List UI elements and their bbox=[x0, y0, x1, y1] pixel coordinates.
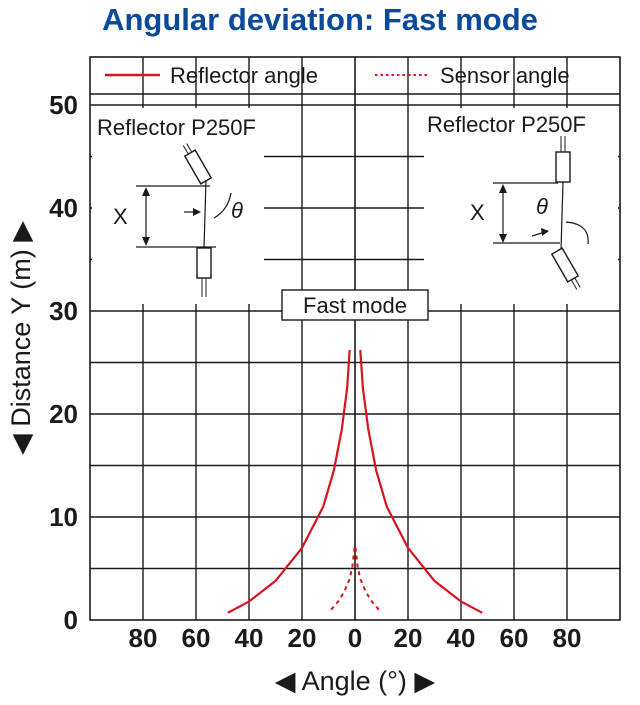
series-layer bbox=[227, 350, 483, 614]
inset-left-beam bbox=[203, 179, 207, 249]
x-axis-title: ◀ Angle (°) ▶ bbox=[275, 666, 436, 696]
x-tick-label-1: 60 bbox=[182, 623, 211, 653]
tick-labels: 80 60 40 20 0 20 40 60 80 0 10 20 30 40 50 bbox=[49, 90, 581, 653]
inset-left-dim-arrow-down bbox=[142, 237, 150, 246]
series-0-left-line bbox=[227, 350, 351, 614]
mode-label: Fast mode bbox=[303, 293, 407, 318]
y-tick-label-4: 40 bbox=[49, 193, 78, 223]
plot-frame bbox=[89, 56, 621, 621]
x-tick-label-6: 40 bbox=[447, 623, 476, 653]
inset-left-bg bbox=[92, 108, 264, 304]
inset-right-title: Reflector P250F bbox=[427, 112, 586, 137]
y-axis-title: ◀ Distance Y (m) ▶ bbox=[6, 221, 36, 455]
x-tick-label-5: 20 bbox=[394, 623, 423, 653]
inset-left-title: Reflector P250F bbox=[97, 115, 256, 140]
x-tick-label-7: 60 bbox=[500, 623, 529, 653]
mode-box bbox=[281, 289, 429, 321]
x-tick-label-2: 40 bbox=[235, 623, 264, 653]
legend: Reflector angle Sensor angle bbox=[105, 63, 570, 88]
x-tick-label-8: 80 bbox=[553, 623, 582, 653]
inset-right-dim-arrow-up bbox=[499, 184, 507, 193]
x-tick-label-4: 0 bbox=[348, 623, 362, 653]
legend-label-sensor: Sensor angle bbox=[440, 63, 570, 88]
series-1-left-line bbox=[330, 542, 356, 611]
chart-title: Angular deviation: Fast mode bbox=[102, 2, 538, 37]
y-tick-label-3: 30 bbox=[49, 296, 78, 326]
inset-right-dim-arrow-down bbox=[499, 234, 507, 243]
series-0-right-line bbox=[359, 350, 483, 614]
inset-left-theta: θ bbox=[231, 198, 243, 223]
inset-left: Reflector P250F X θ bbox=[92, 108, 264, 304]
series-1-right-line bbox=[354, 542, 380, 611]
inset-right-reflector bbox=[555, 151, 571, 183]
inset-left-angle-arrow bbox=[193, 208, 201, 216]
y-tick-label-0: 0 bbox=[64, 605, 78, 635]
inset-right-angle-arc bbox=[565, 221, 589, 245]
inset-left-dim-arrow-up bbox=[142, 187, 150, 196]
inset-right-beam bbox=[560, 181, 564, 251]
inset-right-sensor-bottom bbox=[550, 247, 581, 290]
inset-left-x-label: X bbox=[113, 204, 128, 229]
inset-right-angle-arrow bbox=[541, 228, 549, 236]
inset-right: Reflector P250F X θ bbox=[424, 108, 618, 304]
inset-right-theta: θ bbox=[536, 194, 548, 219]
inset-right-bg bbox=[424, 108, 618, 304]
inset-right-x-label: X bbox=[470, 200, 485, 225]
y-tick-label-1: 10 bbox=[49, 502, 78, 532]
inset-left-reflector bbox=[196, 247, 212, 279]
x-tick-label-0: 80 bbox=[129, 623, 158, 653]
inset-left-angle-arc bbox=[213, 192, 232, 219]
legend-label-reflector: Reflector angle bbox=[170, 63, 318, 88]
y-tick-label-2: 20 bbox=[49, 399, 78, 429]
y-tick-label-5: 50 bbox=[49, 90, 78, 120]
x-tick-label-3: 20 bbox=[288, 623, 317, 653]
